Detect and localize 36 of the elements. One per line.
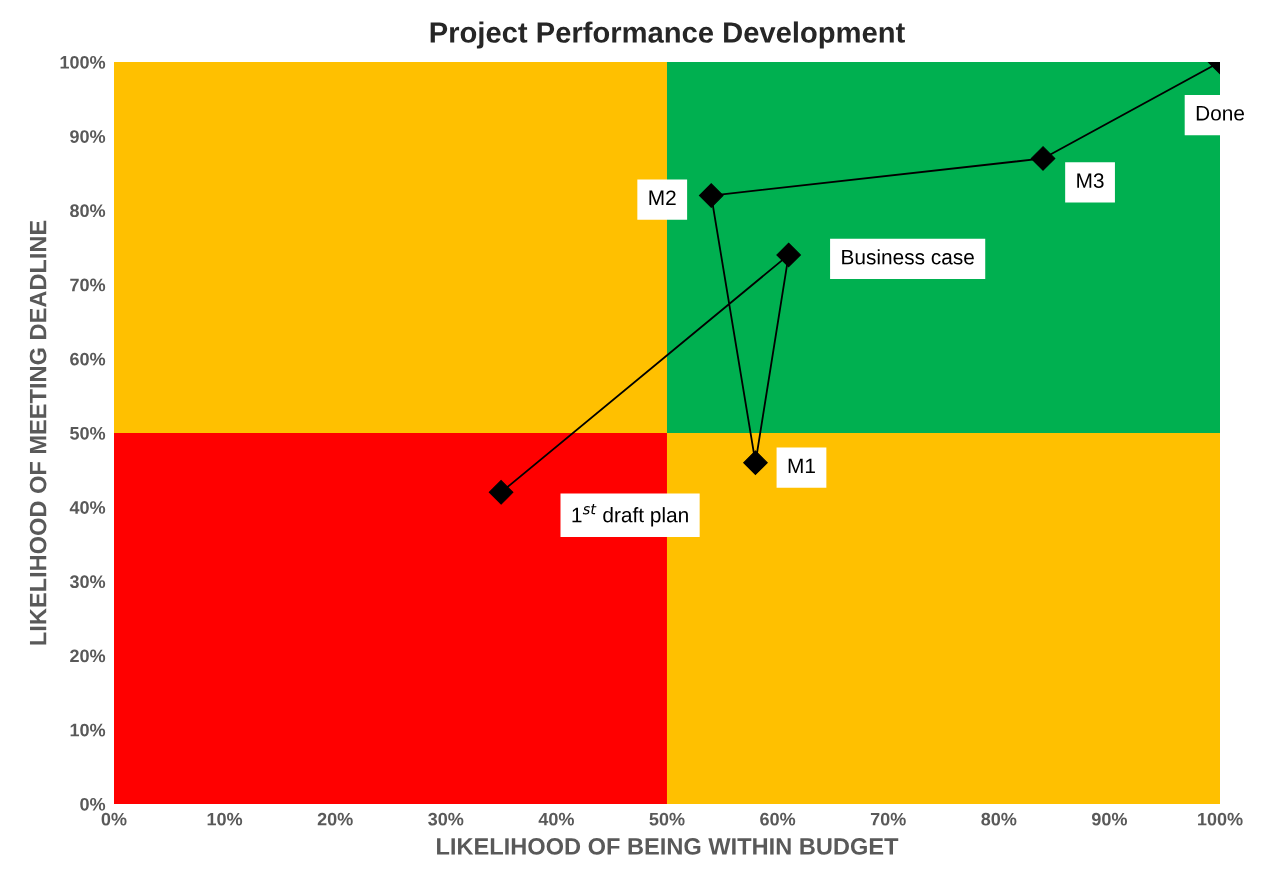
x-tick-label: 0% [101, 812, 127, 826]
x-tick-label: 20% [317, 812, 353, 826]
annotation: M1 [788, 458, 815, 474]
x-axis-title: LIKELIHOOD OF BEING WITHIN BUDGET [437, 838, 899, 855]
y-tick-label: 90% [70, 130, 106, 143]
y-tick-label: 30% [69, 575, 106, 589]
x-tick-label: 70% [870, 812, 906, 826]
y-tick-label: 60% [70, 352, 106, 366]
x-tick-label: 80% [981, 812, 1017, 826]
x-tick-label: 100% [1198, 812, 1243, 826]
point [776, 242, 801, 268]
y-tick-label: 100% [60, 55, 106, 69]
x-tick-label: 90% [1091, 812, 1127, 826]
y-tick-label: 20% [70, 649, 106, 663]
point [698, 183, 724, 208]
y-tick-label: 0% [80, 797, 106, 811]
x-tick-label: 40% [538, 812, 574, 826]
y-tick-label: 70% [70, 278, 106, 292]
annotation: Business case [842, 249, 974, 265]
x-tick-label: 50% [649, 812, 685, 826]
point [1030, 146, 1056, 171]
y-tick-label: 40% [69, 501, 106, 514]
y-tick-label: 10% [70, 723, 106, 737]
x-tick-label: 30% [428, 812, 464, 826]
annotation: Done [1196, 106, 1244, 121]
x-tick-label: 10% [207, 812, 243, 826]
y-tick-label: 80% [70, 204, 106, 218]
chart-title: Project Performance Development [430, 21, 905, 49]
point [488, 480, 514, 505]
y-axis-title: LIKELIHOOD OF MEETING DEADLINE [29, 220, 47, 645]
annotation: M3 [1077, 173, 1104, 189]
annotation: 1$^{st}$ draft plan [572, 503, 688, 527]
point [743, 450, 768, 475]
y-tick-label: 50% [70, 426, 106, 440]
annotation: M2 [649, 190, 676, 205]
x-tick-label: 60% [760, 812, 796, 826]
